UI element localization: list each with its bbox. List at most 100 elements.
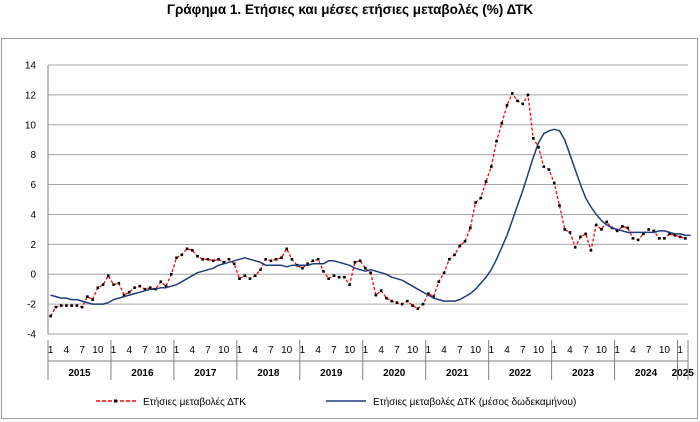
data-point-annual <box>148 286 152 289</box>
data-point-annual <box>185 247 189 251</box>
data-point-annual <box>91 298 94 301</box>
data-point-annual <box>432 295 435 298</box>
data-point-annual <box>206 257 210 261</box>
data-point-annual <box>552 181 556 185</box>
data-point-annual <box>621 225 624 228</box>
x-tick-label: 4 <box>378 345 384 356</box>
data-point-annual <box>169 272 173 276</box>
x-tick-label: 10 <box>281 345 293 356</box>
x-tick-label: 10 <box>344 345 356 356</box>
x-tick-label: 7 <box>583 345 589 356</box>
data-point-annual <box>390 299 393 303</box>
x-tick-label: 7 <box>457 345 463 356</box>
data-point-annual <box>112 283 115 286</box>
data-point-annual <box>411 304 414 307</box>
data-point-annual <box>568 231 572 234</box>
x-tick-label: 1 <box>300 345 306 356</box>
x-tick-label: 7 <box>268 345 274 356</box>
x-tick-label: 10 <box>407 345 419 356</box>
x-tick-label: 4 <box>567 345 573 356</box>
x-tick-label: 1 <box>111 345 117 356</box>
data-point-annual <box>579 235 582 239</box>
page-title: Γράφημα 1. Ετήσιες και μέσες ετήσιες μετ… <box>166 2 534 17</box>
data-point-annual <box>301 266 304 270</box>
year-label: 2020 <box>383 368 406 379</box>
data-point-annual <box>211 259 215 263</box>
data-point-annual <box>280 256 283 260</box>
x-tick-label: 10 <box>596 345 608 356</box>
y-tick-label: 0 <box>30 270 36 281</box>
data-point-annual <box>547 168 551 171</box>
data-point-annual <box>537 145 540 149</box>
data-point-annual <box>642 232 645 236</box>
year-label: 2022 <box>509 368 532 379</box>
data-point-annual <box>59 304 63 307</box>
data-point-annual <box>652 229 656 233</box>
data-point-annual <box>615 229 619 233</box>
data-point-annual <box>448 257 451 261</box>
data-point-annual <box>259 268 262 272</box>
data-point-annual <box>563 228 567 231</box>
data-point-annual <box>164 284 168 288</box>
x-tick-label: 10 <box>218 345 230 356</box>
x-tick-label: 1 <box>48 345 54 356</box>
data-point-annual <box>217 257 220 261</box>
data-point-annual <box>437 280 441 283</box>
x-tick-label: 4 <box>189 345 195 356</box>
data-point-annual <box>626 226 629 230</box>
data-point-annual <box>269 259 273 263</box>
data-point-annual <box>243 274 247 278</box>
year-label: 2023 <box>572 368 595 379</box>
data-point-annual <box>594 223 598 227</box>
data-point-annual <box>117 281 121 285</box>
data-point-annual <box>196 254 199 258</box>
data-point-annual <box>474 201 477 204</box>
data-point-annual <box>332 274 336 278</box>
x-tick-label: 10 <box>92 345 104 356</box>
data-point-annual <box>337 275 341 279</box>
year-label: 2017 <box>194 368 217 379</box>
y-tick-label: 12 <box>25 90 37 101</box>
data-point-annual <box>505 104 509 107</box>
data-point-annual <box>364 266 367 270</box>
data-point-annual <box>96 286 100 289</box>
data-point-annual <box>657 237 661 240</box>
y-tick-label: 2 <box>30 240 36 251</box>
y-tick-label: 14 <box>25 61 37 72</box>
data-point-annual <box>684 237 687 240</box>
x-tick-label: 7 <box>79 345 85 356</box>
x-tick-label: 4 <box>441 345 447 356</box>
data-point-annual <box>358 259 362 263</box>
data-point-annual <box>316 257 320 261</box>
data-point-annual <box>416 307 420 310</box>
x-tick-label: 4 <box>252 345 258 356</box>
data-point-annual <box>489 165 493 168</box>
data-point-annual <box>379 289 383 292</box>
data-point-annual <box>647 228 650 231</box>
x-tick-label: 4 <box>504 345 510 356</box>
data-point-annual <box>238 277 241 281</box>
year-label: 2016 <box>131 368 154 379</box>
x-tick-label: 4 <box>630 345 636 356</box>
data-point-annual <box>668 232 671 236</box>
x-tick-label: 1 <box>677 345 683 356</box>
data-point-annual <box>143 287 147 291</box>
x-tick-label: 10 <box>155 345 167 356</box>
data-point-annual <box>421 302 425 306</box>
x-tick-label: 7 <box>331 345 337 356</box>
data-point-annual <box>107 274 110 278</box>
data-point-annual <box>227 257 231 261</box>
data-point-annual <box>605 220 608 224</box>
year-label: 2025 <box>672 368 695 379</box>
data-point-annual <box>374 293 378 297</box>
data-point-annual <box>274 257 278 261</box>
data-point-annual <box>500 121 504 125</box>
data-point-annual <box>65 304 68 307</box>
data-point-annual <box>531 136 535 140</box>
data-point-annual <box>526 93 530 97</box>
data-point-annual <box>80 305 84 309</box>
x-tick-label: 7 <box>520 345 526 356</box>
data-point-annual <box>589 249 593 252</box>
data-point-annual <box>311 259 315 263</box>
